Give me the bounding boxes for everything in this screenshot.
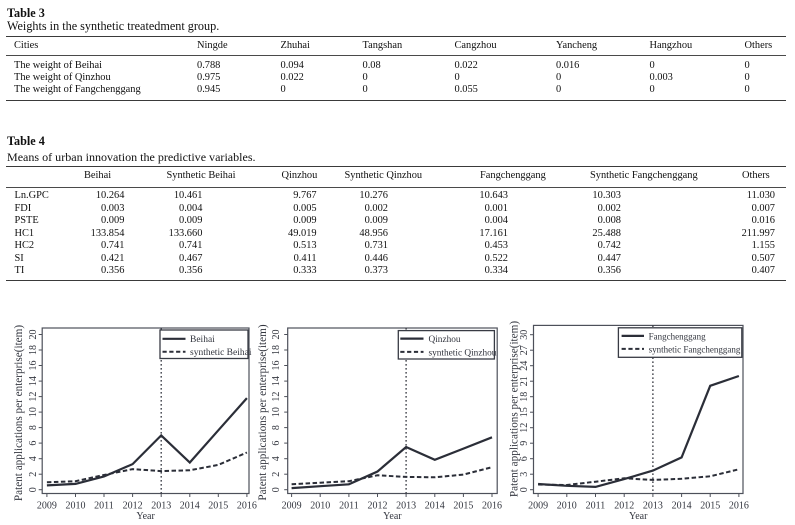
svg-text:14: 14 bbox=[28, 376, 39, 386]
svg-text:9: 9 bbox=[519, 441, 530, 446]
svg-text:27: 27 bbox=[519, 345, 530, 355]
svg-text:10: 10 bbox=[271, 407, 282, 417]
svg-text:15: 15 bbox=[519, 407, 530, 417]
svg-text:2: 2 bbox=[28, 472, 39, 477]
svg-text:2009: 2009 bbox=[528, 500, 548, 511]
svg-text:20: 20 bbox=[28, 330, 39, 340]
svg-text:2014: 2014 bbox=[180, 500, 200, 511]
svg-text:2015: 2015 bbox=[208, 500, 228, 511]
svg-text:8: 8 bbox=[271, 425, 282, 430]
svg-text:14: 14 bbox=[271, 376, 282, 386]
svg-text:2016: 2016 bbox=[482, 500, 502, 511]
svg-text:synthetic Qinzhou: synthetic Qinzhou bbox=[429, 348, 497, 358]
svg-text:2012: 2012 bbox=[614, 500, 634, 511]
svg-text:4: 4 bbox=[28, 456, 39, 461]
svg-text:2012: 2012 bbox=[123, 500, 143, 511]
svg-text:12: 12 bbox=[28, 392, 39, 402]
svg-text:Patent applications per enterp: Patent applications per enterprise(item) bbox=[257, 324, 269, 500]
svg-text:2013: 2013 bbox=[151, 500, 171, 511]
svg-text:4: 4 bbox=[271, 456, 282, 461]
svg-text:Fangchenggang: Fangchenggang bbox=[649, 331, 706, 341]
svg-text:Beihai: Beihai bbox=[190, 335, 215, 345]
svg-text:2010: 2010 bbox=[557, 500, 577, 511]
svg-text:2015: 2015 bbox=[453, 500, 473, 511]
svg-text:2015: 2015 bbox=[700, 500, 720, 511]
svg-text:18: 18 bbox=[271, 345, 282, 355]
svg-text:2016: 2016 bbox=[729, 500, 749, 511]
svg-text:12: 12 bbox=[519, 423, 530, 433]
svg-text:2014: 2014 bbox=[425, 500, 445, 511]
svg-text:Patent applications per enterp: Patent applications per enterprise(item) bbox=[13, 325, 25, 501]
svg-text:2: 2 bbox=[271, 472, 282, 477]
svg-text:6: 6 bbox=[271, 441, 282, 446]
svg-text:synthetic Fangchenggang: synthetic Fangchenggang bbox=[649, 344, 741, 354]
svg-text:2009: 2009 bbox=[37, 500, 57, 511]
svg-text:16: 16 bbox=[271, 361, 282, 371]
svg-text:12: 12 bbox=[271, 392, 282, 402]
svg-text:3: 3 bbox=[519, 472, 530, 477]
svg-text:8: 8 bbox=[28, 425, 39, 430]
svg-text:synthetic Beihai: synthetic Beihai bbox=[190, 348, 252, 358]
svg-text:2013: 2013 bbox=[396, 500, 416, 511]
svg-text:24: 24 bbox=[519, 361, 530, 371]
svg-text:2012: 2012 bbox=[368, 500, 388, 511]
svg-text:2016: 2016 bbox=[237, 500, 257, 511]
svg-text:30: 30 bbox=[519, 330, 530, 340]
svg-text:2014: 2014 bbox=[672, 500, 692, 511]
svg-text:6: 6 bbox=[28, 441, 39, 446]
svg-text:2011: 2011 bbox=[586, 500, 606, 511]
svg-text:10: 10 bbox=[28, 407, 39, 417]
svg-text:0: 0 bbox=[271, 487, 282, 492]
svg-text:21: 21 bbox=[519, 376, 530, 386]
svg-text:0: 0 bbox=[28, 487, 39, 492]
svg-text:0: 0 bbox=[519, 487, 530, 492]
svg-text:2013: 2013 bbox=[643, 500, 663, 511]
svg-text:20: 20 bbox=[271, 330, 282, 340]
svg-text:Year: Year bbox=[383, 511, 402, 522]
svg-text:6: 6 bbox=[519, 456, 530, 461]
svg-text:Qinzhou: Qinzhou bbox=[429, 335, 461, 345]
svg-text:16: 16 bbox=[28, 361, 39, 371]
svg-text:2011: 2011 bbox=[339, 500, 359, 511]
svg-text:18: 18 bbox=[28, 345, 39, 355]
svg-text:Year: Year bbox=[629, 511, 648, 522]
svg-text:Patent applications per enterp: Patent applications per enterprise(item) bbox=[508, 321, 520, 497]
svg-text:Year: Year bbox=[136, 511, 155, 522]
svg-text:2010: 2010 bbox=[310, 500, 330, 511]
svg-text:2010: 2010 bbox=[66, 500, 86, 511]
svg-text:2009: 2009 bbox=[282, 500, 302, 511]
svg-text:18: 18 bbox=[519, 392, 530, 402]
svg-text:2011: 2011 bbox=[94, 500, 114, 511]
